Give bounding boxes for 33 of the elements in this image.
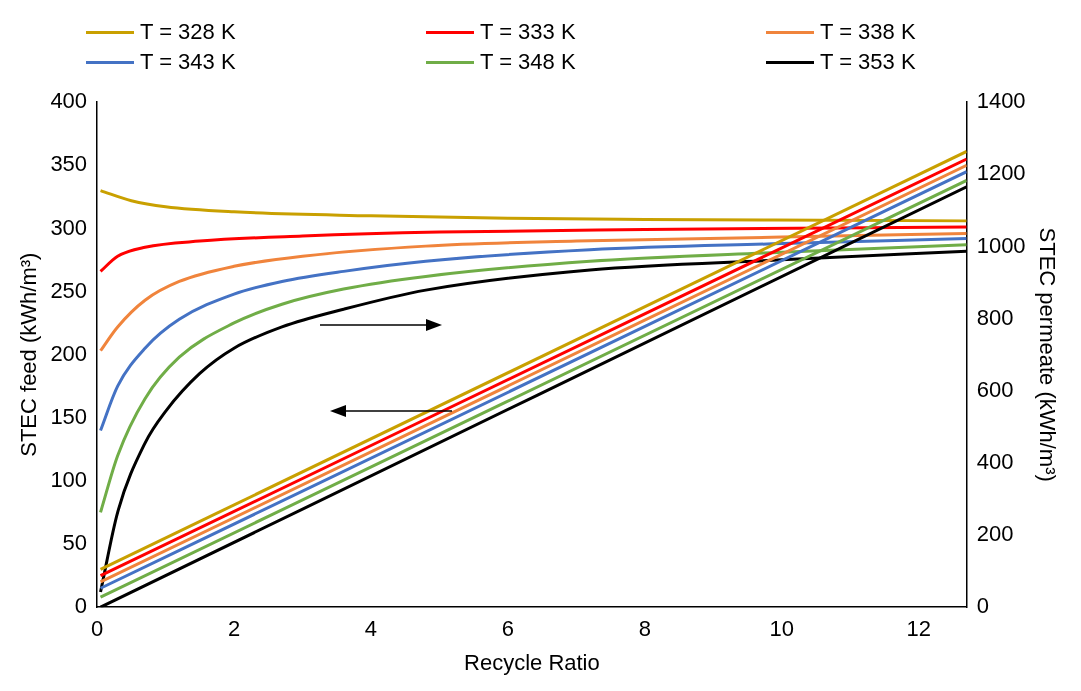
legend-label: T = 338 K: [820, 19, 916, 45]
y2-tick-label: 600: [976, 376, 1014, 402]
x-tick-label: 0: [90, 616, 104, 642]
x-tick-label: 6: [501, 616, 515, 642]
legend-label: T = 348 K: [480, 49, 576, 75]
x-tick-label: 8: [638, 616, 651, 642]
y-tick-label: 0: [74, 593, 88, 619]
x-axis-title: Recycle Ratio: [464, 649, 600, 675]
y-tick-label: 150: [50, 403, 88, 429]
y2-tick-label: 1000: [976, 232, 1026, 258]
x-tick-label: 2: [227, 616, 241, 642]
x-tick-label: 12: [906, 616, 931, 642]
y-axis-title: STEC feed (kWh/m³): [16, 252, 42, 457]
y-tick-label: 300: [50, 214, 88, 240]
y2-tick-label: 1200: [976, 160, 1026, 186]
x-tick-label: 10: [769, 616, 795, 642]
y2-tick-label: 200: [976, 521, 1014, 547]
y2-tick-label: 800: [976, 304, 1014, 330]
y-tick-label: 250: [50, 277, 88, 303]
legend-label: T = 328 K: [140, 19, 236, 45]
x-tick-label: 4: [364, 616, 378, 642]
y2-tick-label: 1400: [976, 88, 1026, 114]
y-tick-label: 50: [62, 530, 88, 556]
legend-label: T = 333 K: [480, 19, 576, 45]
legend-label: T = 343 K: [140, 49, 236, 75]
y2-axis-title: STEC permeate (kWh/m³): [1034, 227, 1060, 482]
y2-tick-label: 400: [976, 448, 1014, 474]
y2-tick-label: 0: [976, 593, 989, 619]
y-tick-label: 200: [50, 340, 88, 366]
y-tick-label: 100: [50, 467, 88, 493]
legend-label: T = 353 K: [820, 49, 916, 75]
y-tick-label: 400: [50, 88, 88, 114]
y-tick-label: 350: [50, 151, 88, 177]
